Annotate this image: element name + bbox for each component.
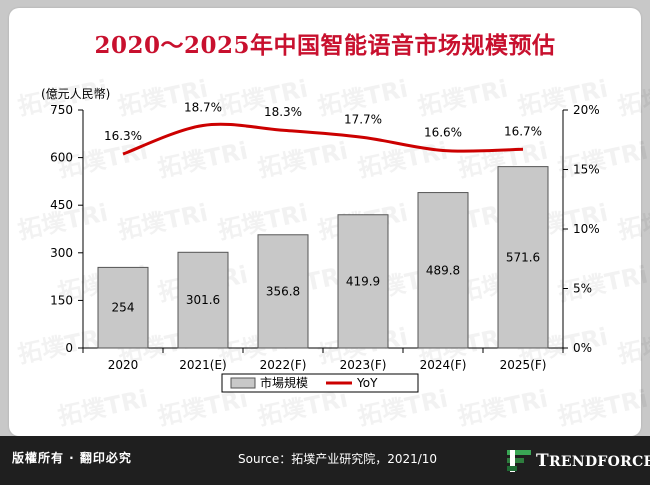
bars-layer: 254 301.6 356.8 419.9 489.8 571.6 [97,166,549,349]
watermark-text: 拓墣TRi [555,137,650,183]
yoy-value-label: 16.6% [424,125,462,139]
y-tick-label: 600 [50,151,73,165]
watermark-text: 拓墣TRi [415,75,510,121]
watermark-text: 拓墣TRi [615,323,650,369]
watermark-text: 拓墣TRi [555,385,650,431]
y-axis-label: (億元人民幣) [41,87,110,101]
y-tick-label: 150 [50,293,73,307]
y-tick-label: 300 [50,246,73,260]
yoy-value-label: 16.3% [104,129,142,143]
bar [257,234,309,349]
x-tick-label: 2024(F) [420,358,467,372]
x-tick-label: 2021(E) [179,358,226,372]
watermark-text: 拓墣TRi [615,199,650,245]
trendforce-logo: TRENDFORCE [507,447,650,475]
x-tick-label: 2023(F) [340,358,387,372]
bar-value-label: 254 [112,301,135,315]
watermark-text: 拓墣TRi [155,137,250,183]
yoy-value-label: 16.7% [504,124,542,138]
chart: 拓墣TRi 拓墣TRi 拓墣TRi 拓墣TRi 拓墣TRi 拓墣TRi 拓墣TRi拓墣TRi… [15,74,650,431]
chart-title: 2020～2025年中国智能语音市场规模预估 [94,32,556,59]
y2-tick-label: 0% [573,341,592,355]
y-tick-label: 450 [50,198,73,212]
y-tick-label: 0 [65,341,73,355]
yoy-value-label: 18.3% [264,105,302,119]
bar [337,214,389,349]
footer-bar: 版權所有 · 翻印必究 Source：拓墣产业研究院，2021/10 TREND… [0,436,650,485]
trendforce-icon [507,450,531,472]
yoy-value-label: 18.7% [184,100,222,114]
bar [177,251,229,349]
watermark-text: 拓墣TRi [255,137,350,183]
bar [497,166,549,349]
watermark-text: 拓墣TRi [555,261,650,307]
bar-value-label: 419.9 [346,274,380,288]
bar-value-label: 301.6 [186,293,220,307]
yoy-line [122,122,524,156]
brand-name: TRENDFORCE [536,451,650,471]
legend-label-bar: 市場規模 [260,375,308,390]
watermark-text: 拓墣TRi [615,75,650,121]
legend-label-line: YoY [356,376,378,390]
y2-tick-label: 20% [573,103,600,117]
y2-tick-label: 15% [573,163,600,177]
x-tick-label: 2020 [108,358,139,372]
bar-value-label: 571.6 [506,250,540,264]
y-tick-label: 750 [50,103,73,117]
bar [417,192,469,349]
legend-layer: 市場規模 YoY [221,373,419,393]
watermark-text: 拓墣TRi [15,323,110,369]
axes-layer: 0 150 300 450 600 750 0% 5% 10% 15% 20% 2020 2021(E)… [50,103,600,372]
watermark-text: 拓墣TRi [455,385,550,431]
bar [97,266,149,349]
legend-swatch-bar [230,377,256,389]
bar-value-label: 489.8 [426,263,460,277]
bar-value-label: 356.8 [266,284,300,298]
watermark-text: 拓墣TRi [115,199,210,245]
yoy-value-label: 17.7% [344,112,382,126]
line-layer: 16.3% 18.7% 18.3% 17.7% 16.6% 16.7% [104,100,542,156]
y2-tick-label: 5% [573,282,592,296]
watermark-text: 拓墣TRi [55,385,150,431]
legend-box [221,373,419,393]
x-tick-label: 2025(F) [500,358,547,372]
copyright-notice: 版權所有 · 翻印必究 [12,451,132,465]
x-tick-label: 2022(F) [260,358,307,372]
y2-tick-label: 10% [573,222,600,236]
source-note: Source：拓墣产业研究院，2021/10 [238,452,438,466]
